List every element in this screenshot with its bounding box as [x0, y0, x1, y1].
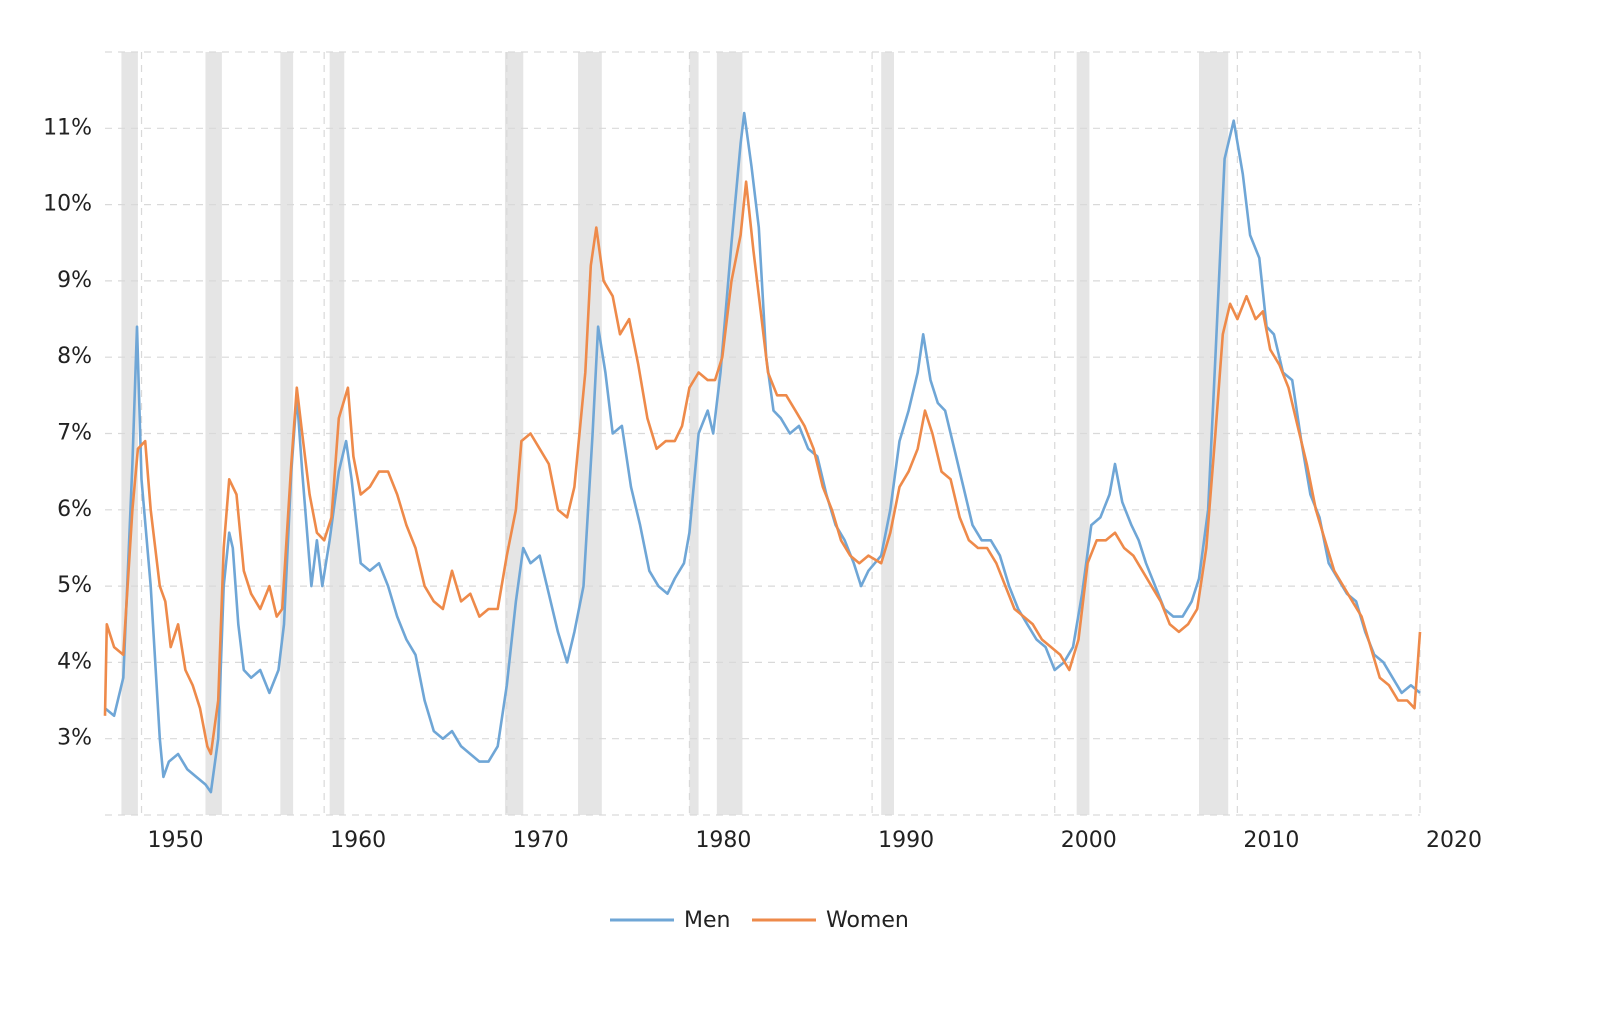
- x-tick-label: 1950: [148, 828, 204, 853]
- x-tick-label: 2010: [1243, 828, 1299, 853]
- y-tick-label: 5%: [57, 573, 92, 598]
- y-tick-label: 3%: [57, 726, 92, 751]
- x-tick-label: 1990: [878, 828, 934, 853]
- series-line: [103, 180, 1422, 756]
- y-tick-label: 9%: [57, 268, 92, 293]
- y-tick-label: 8%: [57, 344, 92, 369]
- legend-label: Men: [684, 908, 730, 933]
- y-tick-label: 11%: [43, 115, 92, 140]
- y-tick-label: 4%: [57, 649, 92, 674]
- x-tick-label: 1980: [695, 828, 751, 853]
- y-tick-label: 6%: [57, 497, 92, 522]
- x-tick-label: 1960: [330, 828, 386, 853]
- y-tick-label: 10%: [43, 192, 92, 217]
- y-tick-label: 7%: [57, 421, 92, 446]
- x-tick-label: 2000: [1061, 828, 1117, 853]
- x-tick-label: 1970: [513, 828, 569, 853]
- legend-label: Women: [826, 908, 909, 933]
- x-tick-label: 2020: [1426, 828, 1482, 853]
